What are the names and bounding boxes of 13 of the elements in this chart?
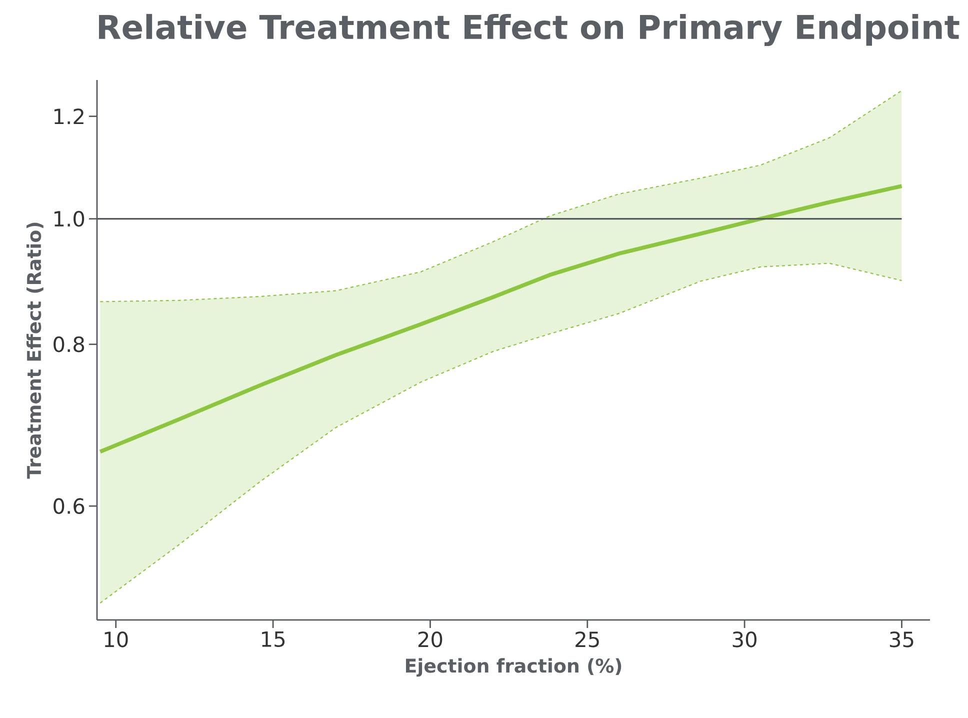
y-tick-label: 0.6 [54, 498, 84, 514]
y-axis-title: Treatment Effect (Ratio) [26, 222, 44, 479]
chart-title: Relative Treatment Effect on Primary Endpoint [98, 14, 960, 46]
x-tick-label: 30 [732, 631, 756, 648]
x-tick-label: 35 [890, 631, 914, 648]
y-tick-label: 0.8 [54, 336, 84, 352]
x-tick-label: 15 [262, 631, 285, 648]
y-tick-label: 1.0 [54, 210, 84, 227]
x-tick-label: 20 [418, 631, 442, 648]
x-axis-title: Ejection fraction (%) [406, 658, 622, 677]
x-tick-label: 25 [576, 631, 599, 648]
x-tick-label: 10 [104, 631, 128, 648]
y-tick-label: 1.2 [54, 108, 84, 124]
